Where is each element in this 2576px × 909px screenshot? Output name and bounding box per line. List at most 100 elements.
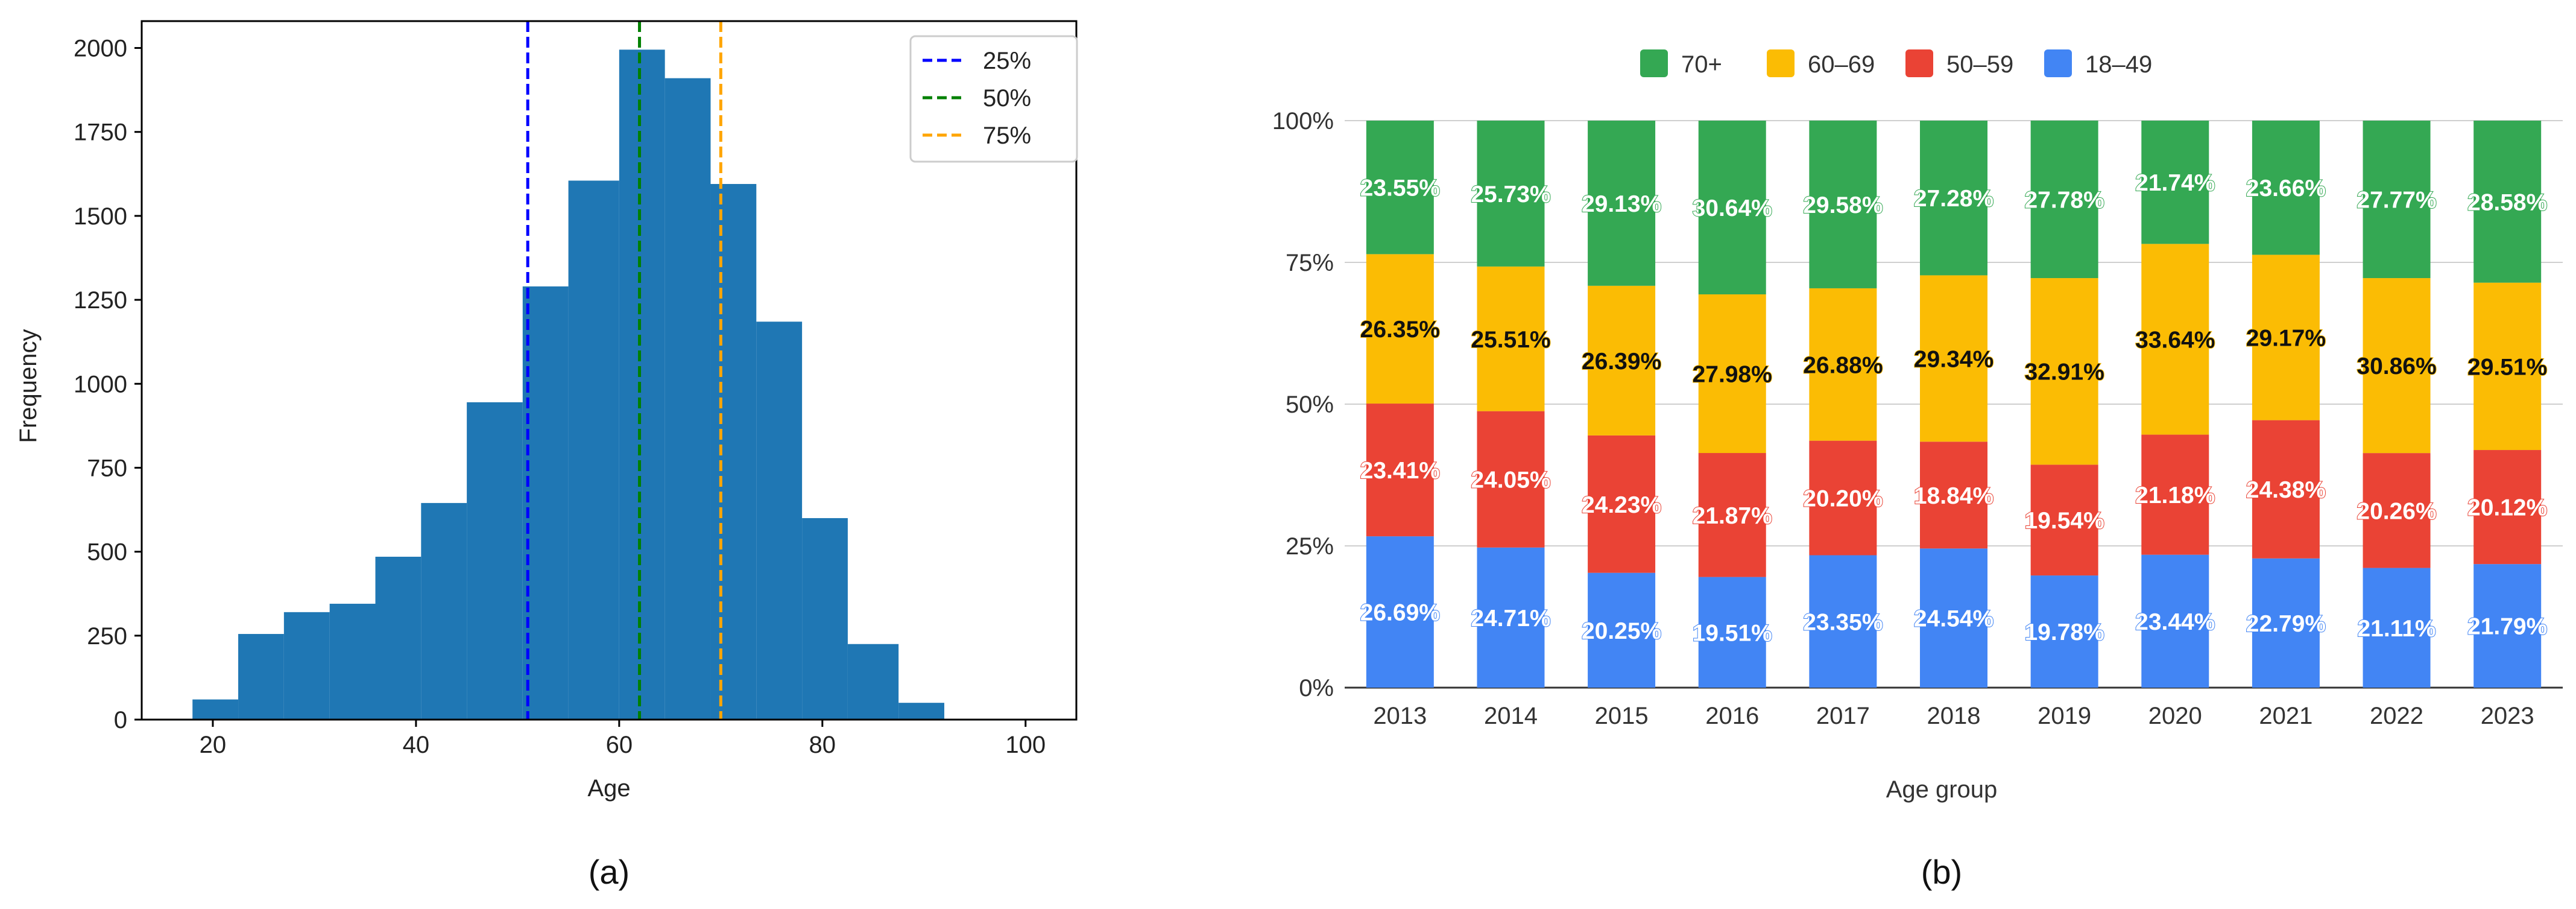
data-label: 29.13%: [1582, 191, 1661, 217]
data-label: 20.25%: [1582, 618, 1661, 644]
y-tick-label: 0: [114, 707, 127, 733]
bar-segment: [2363, 278, 2431, 454]
bar-segment: [2141, 244, 2209, 435]
data-label: 19.51%: [1693, 620, 1772, 646]
y-tick-label: 250: [87, 623, 127, 650]
legend-label: 50–59: [1946, 51, 2013, 78]
bar-segment: [2030, 464, 2098, 576]
bar-segment: [1809, 440, 1877, 556]
data-label: 30.86%: [2357, 353, 2436, 379]
histogram-bar: [375, 556, 421, 720]
x-tick-label: 2014: [1484, 703, 1538, 729]
bar-segment: [2473, 121, 2542, 283]
legend-label: 18–49: [2085, 51, 2152, 78]
data-label: 30.64%: [1693, 195, 1772, 221]
legend-label: 25%: [983, 48, 1031, 74]
stacked-bars: [1366, 120, 2542, 688]
histogram-bar: [756, 321, 803, 720]
plot-frame: [140, 20, 1078, 721]
bar-segment: [2030, 575, 2098, 688]
bar-segment: [2473, 282, 2542, 451]
bar-segment: [2473, 564, 2542, 688]
legend: 25% 50% 75%: [909, 35, 1078, 163]
data-label: 26.88%: [1803, 352, 1883, 378]
y-axis-ticks: 0% 25% 50% 75% 100%: [1272, 108, 1334, 702]
legend: 70+ 60–69 50–59 18–49: [1640, 49, 2152, 78]
data-label: 23.66%: [2246, 176, 2326, 201]
bar-segment: [1477, 547, 1545, 688]
histogram-bar: [329, 603, 376, 720]
histogram-bar: [619, 49, 665, 720]
legend-label: 70+: [1681, 51, 1722, 78]
histogram-bars: [192, 49, 944, 720]
data-label: 29.58%: [1803, 192, 1883, 218]
data-label: 23.41%: [1360, 458, 1440, 484]
bar-segment: [1366, 121, 1434, 255]
bar-segment: [2363, 121, 2431, 279]
data-label: 26.39%: [1582, 349, 1661, 375]
y-tick-label: 0%: [1299, 675, 1334, 702]
bar-segment: [2473, 450, 2542, 565]
data-label: 20.26%: [2357, 498, 2436, 524]
histogram-bar: [568, 180, 619, 720]
bar-segment: [2252, 558, 2320, 688]
data-label: 24.54%: [1914, 606, 1994, 632]
data-label: 25.73%: [1471, 182, 1550, 207]
legend-swatch: [1767, 49, 1795, 77]
data-label: 24.38%: [2246, 477, 2326, 503]
x-axis-ticks: 2013 2014 2015 2016 2017 2018 2019 2020 2021 2022…: [1373, 703, 2534, 729]
legend-swatch: [1640, 49, 1668, 77]
x-tick-label: 60: [606, 732, 633, 758]
histogram-bar: [898, 703, 944, 720]
bar-segment: [1698, 577, 1766, 688]
y-tick-label: 100%: [1272, 108, 1334, 135]
data-label: 29.34%: [1914, 346, 1994, 372]
bar-segment: [1920, 121, 1987, 276]
bar-segment: [1920, 442, 1987, 549]
x-tick-label: 100: [1005, 732, 1046, 758]
bar-segment: [1698, 453, 1766, 577]
data-label: 26.69%: [1360, 600, 1440, 626]
x-tick-label: 80: [809, 732, 836, 758]
legend-box: [909, 35, 1078, 163]
bar-segment: [1588, 121, 1656, 286]
y-axis-label: Frequency: [15, 329, 42, 443]
bar-segment: [2141, 554, 2209, 688]
data-label: 26.35%: [1360, 317, 1440, 343]
x-tick-label: 20: [200, 732, 227, 758]
y-axis-ticks: 0 250 500 750 1000 1250 1500 1750 2000: [74, 36, 142, 733]
histogram-bar: [802, 518, 848, 720]
data-label: 21.79%: [2467, 614, 2547, 640]
x-tick-label: 2020: [2148, 703, 2202, 729]
data-label: 21.87%: [1693, 503, 1772, 529]
quartile-lines: [526, 21, 722, 720]
legend-label: 50%: [983, 85, 1031, 112]
data-label: 24.05%: [1471, 467, 1550, 493]
y-tick-label: 750: [87, 455, 127, 481]
data-label: 21.11%: [2357, 616, 2436, 642]
x-axis-label: Age: [587, 775, 630, 802]
bar-segment: [2141, 121, 2209, 244]
x-tick-label: 2016: [1705, 703, 1759, 729]
x-tick-label: 2013: [1373, 703, 1427, 729]
data-label: 28.58%: [2467, 189, 2547, 215]
histogram-bar: [665, 78, 711, 720]
legend-label: 75%: [983, 122, 1031, 149]
y-tick-label: 1250: [74, 287, 127, 314]
x-tick-label: 2015: [1595, 703, 1649, 729]
x-tick-label: 2019: [2038, 703, 2091, 729]
x-tick-label: 2021: [2259, 703, 2312, 729]
y-tick-label: 500: [87, 539, 127, 566]
data-label: 21.18%: [2135, 483, 2215, 508]
bar-segment: [1477, 411, 1545, 548]
legend-swatch: [2044, 49, 2072, 77]
y-tick-label: 2000: [74, 36, 127, 62]
data-label: 23.55%: [1360, 176, 1440, 201]
histogram-bar: [283, 612, 330, 720]
data-label: 29.17%: [2246, 326, 2326, 352]
bar-segment: [1809, 120, 1877, 288]
y-tick-label: 1500: [74, 203, 127, 230]
data-label: 27.78%: [2024, 187, 2104, 213]
data-label: 27.98%: [1693, 362, 1772, 388]
